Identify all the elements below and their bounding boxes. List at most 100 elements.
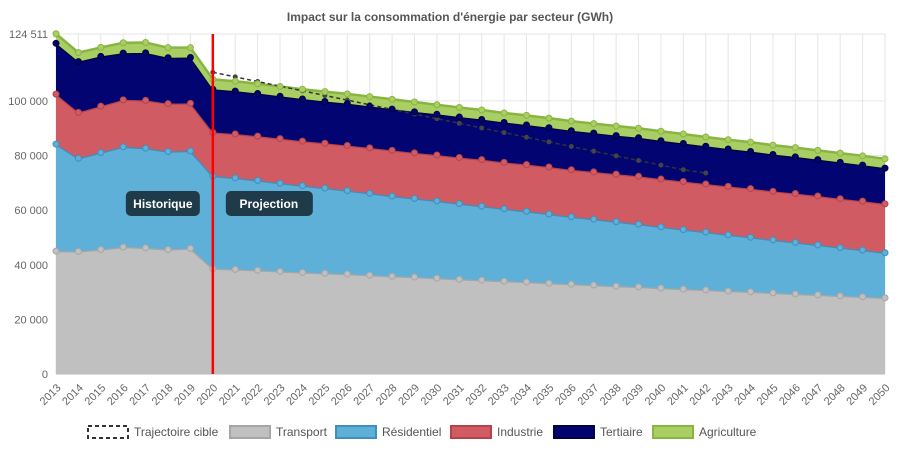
point-agriculture	[478, 106, 486, 114]
point-tertiaire	[455, 113, 463, 121]
point-transport	[635, 283, 643, 291]
point-industrie	[410, 149, 418, 157]
point-transport	[97, 245, 105, 253]
point-industrie	[433, 151, 441, 159]
point-tertiaire	[433, 110, 441, 118]
target-point	[658, 162, 664, 168]
x-tick-label: 2048	[822, 382, 848, 408]
point-agriculture	[635, 124, 643, 132]
x-tick-label: 2017	[127, 382, 153, 408]
point-transport	[747, 288, 755, 296]
legend-item-transport[interactable]: Transport	[229, 425, 328, 439]
point-industrie	[881, 200, 889, 208]
point-industrie	[747, 185, 755, 193]
point-tertiaire	[612, 132, 620, 140]
point-industrie	[298, 137, 306, 145]
point-résidentiel	[298, 182, 306, 190]
point-industrie	[769, 187, 777, 195]
point-agriculture	[433, 101, 441, 109]
point-agriculture	[254, 80, 262, 88]
point-industrie	[52, 90, 60, 98]
point-agriculture	[142, 38, 150, 46]
point-tertiaire	[298, 95, 306, 103]
point-industrie	[478, 156, 486, 164]
point-transport	[74, 247, 82, 255]
point-résidentiel	[410, 194, 418, 202]
x-tick-label: 2030	[419, 382, 445, 408]
point-transport	[567, 280, 575, 288]
target-point	[636, 157, 642, 163]
x-tick-label: 2026	[329, 382, 355, 408]
point-résidentiel	[814, 241, 822, 249]
point-transport	[769, 289, 777, 297]
point-transport	[612, 282, 620, 290]
legend-item-trajectoire-cible[interactable]: Trajectoire cible	[87, 425, 219, 439]
annotation-historique: Historique	[125, 191, 200, 216]
point-tertiaire	[769, 150, 777, 158]
point-résidentiel	[254, 176, 262, 184]
point-agriculture	[455, 103, 463, 111]
point-résidentiel	[590, 215, 598, 223]
point-agriculture	[881, 155, 889, 163]
point-résidentiel	[186, 147, 194, 155]
point-tertiaire	[97, 52, 105, 60]
point-agriculture	[791, 144, 799, 152]
target-point	[613, 153, 619, 159]
point-agriculture	[500, 109, 508, 117]
point-transport	[186, 244, 194, 252]
point-résidentiel	[769, 236, 777, 244]
point-résidentiel	[567, 213, 575, 221]
x-tick-label: 2014	[60, 382, 86, 408]
x-tick-label: 2013	[38, 382, 64, 408]
x-tick-label: 2042	[688, 382, 714, 408]
point-agriculture	[545, 114, 553, 122]
x-tick-label: 2033	[486, 382, 512, 408]
annotation-box	[125, 191, 200, 216]
legend-item-industrie[interactable]: Industrie	[450, 425, 543, 439]
point-résidentiel	[859, 246, 867, 254]
point-transport	[254, 266, 262, 274]
point-industrie	[276, 135, 284, 143]
point-agriculture	[567, 117, 575, 125]
point-résidentiel	[388, 192, 396, 200]
point-transport	[231, 265, 239, 273]
x-tick-label: 2037	[575, 382, 601, 408]
x-tick-label: 2019	[172, 382, 198, 408]
point-agriculture	[164, 44, 172, 52]
x-tick-label: 2043	[710, 382, 736, 408]
x-tick-label: 2041	[665, 382, 691, 408]
legend-item-tertiaire[interactable]: Tertiaire	[553, 425, 643, 439]
point-tertiaire	[410, 108, 418, 116]
target-point	[456, 120, 462, 126]
point-tertiaire	[702, 142, 710, 150]
legend-item-agriculture[interactable]: Agriculture	[652, 425, 757, 439]
point-tertiaire	[500, 119, 508, 127]
legend-item-résidentiel[interactable]: Résidentiel	[335, 425, 441, 439]
line-agriculture	[55, 32, 886, 161]
point-agriculture	[523, 111, 531, 119]
target-point	[591, 148, 597, 154]
x-tick-label: 2046	[777, 382, 803, 408]
point-transport	[791, 290, 799, 298]
legend-swatch	[229, 425, 271, 439]
legend[interactable]: Trajectoire cible Transport Résidentiel Ind…	[87, 425, 757, 439]
x-tick-label: 2023	[262, 382, 288, 408]
chart-title: Impact sur la consommation d'énergie par…	[287, 10, 613, 24]
point-industrie	[590, 168, 598, 176]
point-tertiaire	[366, 102, 374, 110]
point-industrie	[119, 96, 127, 104]
point-transport	[343, 270, 351, 278]
point-transport	[836, 292, 844, 300]
point-transport	[366, 271, 374, 279]
point-tertiaire	[164, 54, 172, 62]
point-agriculture	[321, 88, 329, 96]
point-agriculture	[366, 93, 374, 101]
annotation-projection: Projection	[225, 191, 313, 216]
area-tertiaire	[56, 43, 885, 204]
point-tertiaire	[254, 90, 262, 98]
x-tick-label: 2047	[800, 382, 826, 408]
point-résidentiel	[97, 149, 105, 157]
y-tick-label: 0	[42, 369, 48, 381]
x-tick-label: 2022	[239, 382, 265, 408]
